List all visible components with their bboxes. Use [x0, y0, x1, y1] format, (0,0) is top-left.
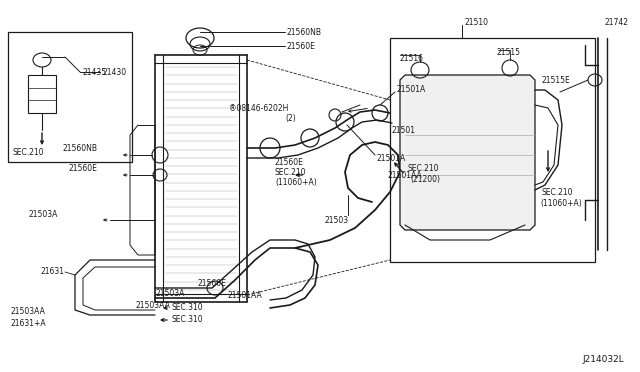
Text: 21503: 21503	[325, 215, 349, 224]
Bar	[8, 32, 132, 162]
Bar	[28, 75, 56, 113]
Text: 21501AA: 21501AA	[388, 170, 423, 180]
Text: 21560E: 21560E	[198, 279, 227, 288]
Text: SEC.310: SEC.310	[172, 304, 204, 312]
Text: 21503A: 21503A	[155, 289, 184, 298]
Text: (11060+A): (11060+A)	[275, 177, 317, 186]
Text: J214032L: J214032L	[582, 356, 624, 365]
Text: 21560NB: 21560NB	[62, 144, 97, 153]
Text: SEC.210: SEC.210	[408, 164, 440, 173]
Text: 21742: 21742	[605, 17, 629, 26]
Text: 21510: 21510	[465, 17, 489, 26]
Text: ®08146-6202H: ®08146-6202H	[228, 103, 288, 112]
Text: 21430: 21430	[102, 67, 126, 77]
Text: 21435: 21435	[82, 67, 106, 77]
Text: SEC.310: SEC.310	[172, 315, 204, 324]
Text: 21560E: 21560E	[275, 157, 304, 167]
Text: 21501AA: 21501AA	[228, 291, 263, 299]
Text: 21560E: 21560E	[287, 42, 316, 51]
Text: (2): (2)	[285, 113, 296, 122]
Text: 21503AA: 21503AA	[10, 308, 45, 317]
Text: 21515: 21515	[497, 48, 521, 57]
Text: 21501: 21501	[392, 125, 416, 135]
Text: 21503A: 21503A	[28, 209, 58, 218]
Text: 21560E: 21560E	[68, 164, 97, 173]
Text: SEC.210: SEC.210	[542, 187, 573, 196]
Text: 21631: 21631	[40, 267, 64, 276]
Text: 21501A: 21501A	[377, 154, 406, 163]
Polygon shape	[400, 75, 535, 230]
Text: (11060+A): (11060+A)	[540, 199, 582, 208]
Text: 21560NB: 21560NB	[287, 28, 322, 36]
Text: SEC.210: SEC.210	[275, 167, 307, 176]
Bar	[390, 38, 595, 262]
Text: 21503AA: 21503AA	[135, 301, 170, 310]
Text: 21501A: 21501A	[397, 84, 426, 93]
Text: 21515E: 21515E	[542, 76, 571, 84]
Text: (21200): (21200)	[410, 174, 440, 183]
Text: 21516: 21516	[400, 54, 424, 62]
Text: SEC.210: SEC.210	[12, 148, 44, 157]
Text: 21631+A: 21631+A	[10, 318, 45, 327]
